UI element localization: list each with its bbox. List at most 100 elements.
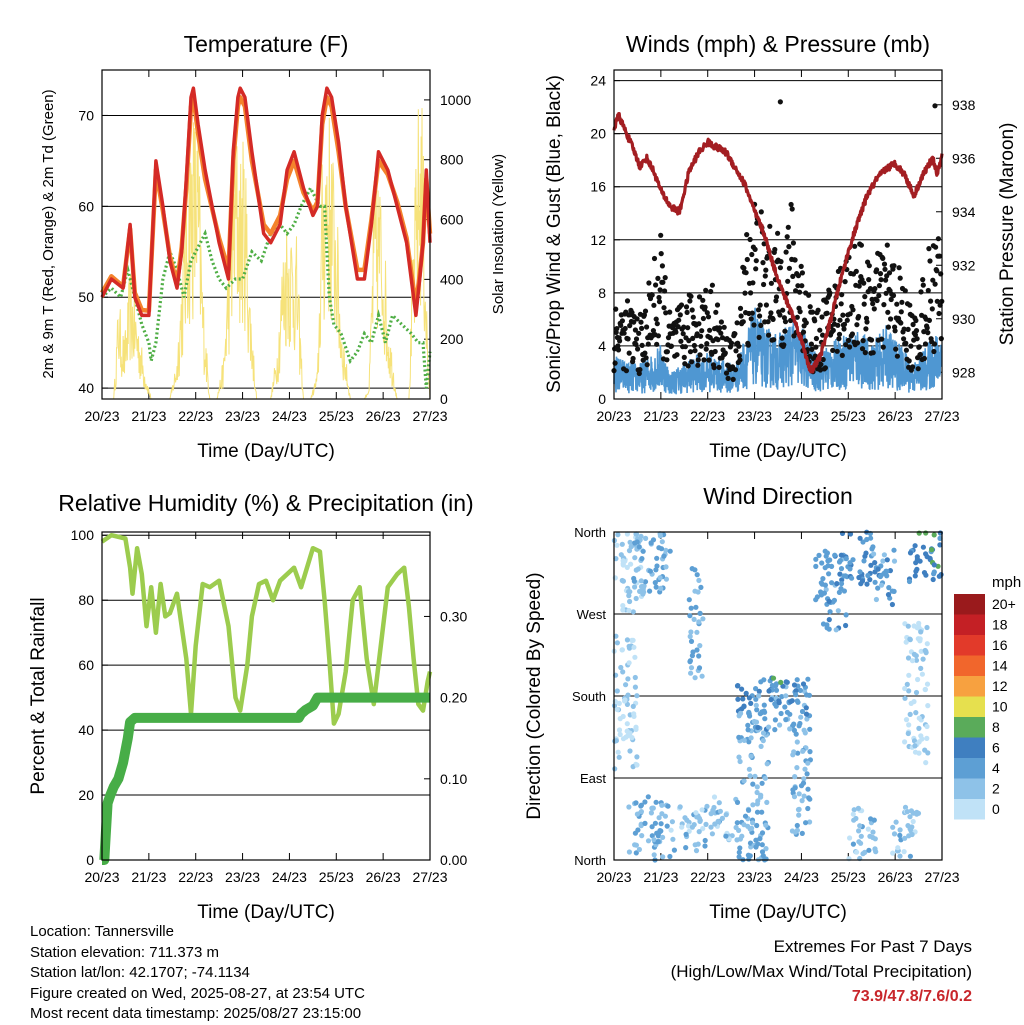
direction-point bbox=[670, 836, 676, 842]
gust-point bbox=[903, 347, 910, 353]
direction-point bbox=[632, 584, 638, 590]
gust-point bbox=[938, 336, 944, 342]
direction-point bbox=[805, 760, 811, 766]
gust-point bbox=[657, 287, 663, 293]
direction-point bbox=[864, 581, 870, 587]
direction-point bbox=[793, 731, 799, 737]
direction-point bbox=[745, 722, 751, 729]
direction-point bbox=[632, 674, 638, 681]
direction-point bbox=[920, 544, 927, 550]
direction-point bbox=[856, 574, 862, 581]
x-tick-label: 27/23 bbox=[924, 869, 959, 885]
direction-point bbox=[759, 842, 765, 848]
gust-point bbox=[659, 263, 666, 269]
direction-point bbox=[867, 577, 873, 583]
direction-point bbox=[773, 681, 780, 687]
direction-point bbox=[800, 780, 807, 786]
gust-point bbox=[772, 246, 778, 253]
gust-point bbox=[653, 282, 659, 288]
gust-point bbox=[786, 244, 792, 250]
y-tick-label: 8 bbox=[598, 285, 606, 301]
direction-point bbox=[801, 776, 807, 782]
direction-point bbox=[923, 650, 929, 656]
direction-point bbox=[918, 629, 924, 635]
direction-point bbox=[905, 623, 911, 629]
direction-point bbox=[764, 799, 770, 806]
gust-point bbox=[751, 322, 757, 328]
direction-point bbox=[902, 739, 908, 745]
gust-point bbox=[623, 368, 630, 374]
gust-point bbox=[714, 302, 721, 308]
direction-point bbox=[636, 544, 642, 550]
direction-point bbox=[783, 693, 789, 699]
gust-point bbox=[781, 315, 788, 321]
gust-point bbox=[678, 338, 684, 344]
direction-xlabel: Time (Day/UTC) bbox=[709, 902, 847, 923]
direction-point bbox=[907, 550, 914, 556]
gust-point bbox=[860, 338, 866, 344]
y2-tick-label: 0 bbox=[440, 391, 448, 407]
direction-point bbox=[762, 716, 768, 722]
gust-point bbox=[655, 333, 662, 339]
direction-point bbox=[891, 547, 897, 553]
direction-point bbox=[754, 707, 760, 713]
direction-point bbox=[711, 794, 718, 800]
gust-point bbox=[725, 375, 731, 381]
gust-point bbox=[644, 362, 650, 368]
direction-point bbox=[626, 593, 632, 599]
gust-point bbox=[790, 273, 796, 279]
gust-point bbox=[716, 364, 722, 370]
winds-title: Winds (mph) & Pressure (mb) bbox=[626, 31, 930, 57]
direction-point bbox=[897, 827, 903, 833]
gust-point bbox=[756, 334, 762, 340]
gust-point bbox=[854, 322, 860, 328]
direction-point bbox=[807, 819, 813, 825]
y-tick-label: 12 bbox=[590, 232, 606, 248]
gust-point bbox=[934, 298, 940, 304]
direction-point bbox=[741, 703, 747, 709]
direction-point bbox=[758, 743, 764, 750]
direction-point bbox=[643, 535, 649, 542]
direction-point bbox=[647, 568, 654, 574]
direction-point bbox=[723, 833, 729, 839]
x-tick-label: 21/23 bbox=[131, 408, 166, 424]
x-tick-label: 27/23 bbox=[924, 408, 959, 424]
direction-point bbox=[919, 671, 926, 677]
direction-point bbox=[618, 664, 624, 671]
direction-point bbox=[803, 820, 809, 826]
direction-point bbox=[639, 833, 645, 839]
direction-point bbox=[658, 546, 665, 552]
direction-point bbox=[820, 576, 826, 582]
gust-point bbox=[841, 326, 847, 332]
y2-tick-label: 600 bbox=[440, 212, 464, 228]
direction-point bbox=[671, 847, 678, 853]
direction-point bbox=[734, 820, 740, 826]
gust-point bbox=[862, 294, 868, 300]
direction-point bbox=[704, 803, 710, 809]
direction-point bbox=[624, 531, 631, 537]
gust-point bbox=[701, 357, 707, 363]
direction-point bbox=[909, 831, 915, 838]
direction-point bbox=[677, 804, 683, 810]
direction-point bbox=[913, 560, 919, 566]
direction-point bbox=[663, 564, 669, 570]
direction-point bbox=[757, 836, 763, 842]
direction-point bbox=[634, 811, 641, 817]
gust-point bbox=[762, 273, 768, 279]
humidity-title: Relative Humidity (%) & Precipitation (i… bbox=[58, 490, 473, 516]
direction-point bbox=[914, 554, 920, 560]
direction-point bbox=[857, 535, 863, 541]
speed-legend: mph 20+ 18 16 14 12 10 8 6 4 2 0 bbox=[954, 574, 1021, 820]
pressure-ylabel: Station Pressure (Maroon) bbox=[997, 123, 1018, 346]
direction-point bbox=[827, 609, 833, 615]
direction-point bbox=[835, 608, 841, 614]
direction-point bbox=[857, 823, 863, 829]
gust-point bbox=[931, 341, 938, 347]
direction-point bbox=[634, 693, 640, 699]
gust-point bbox=[852, 243, 858, 249]
direction-point bbox=[699, 673, 705, 679]
x-axis: 20/23 21/23 22/23 23/23 24/23 25/23 26/23 27/23 bbox=[84, 532, 448, 885]
direction-point bbox=[838, 581, 845, 587]
gust-point bbox=[664, 357, 670, 363]
